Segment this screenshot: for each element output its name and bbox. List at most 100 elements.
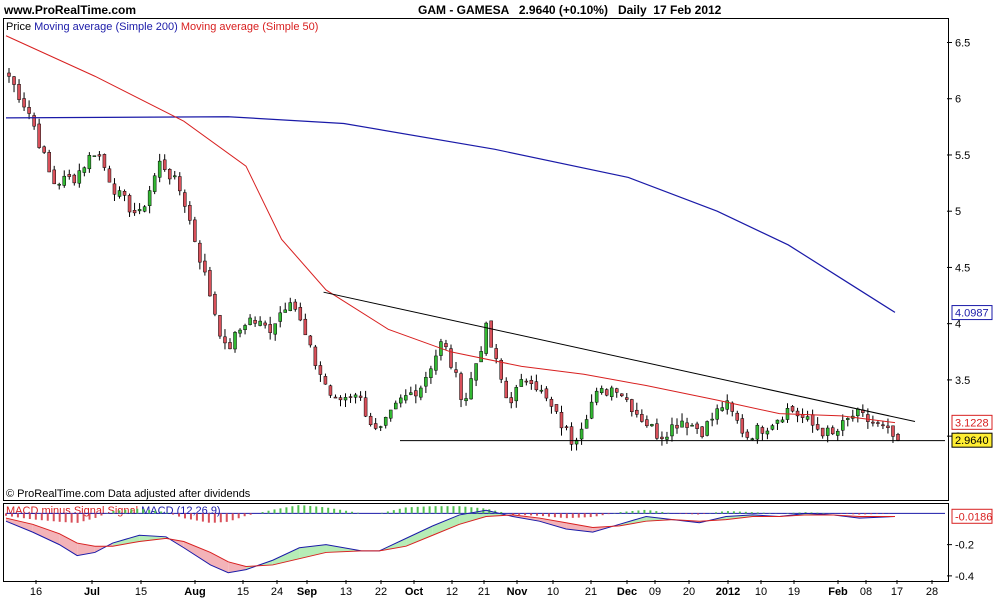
macd-hist-bar [470,507,473,514]
macd-hist-bar [112,510,115,514]
candle [599,385,604,395]
candle [223,329,227,350]
candle [178,172,182,196]
candle [891,425,895,443]
candle [323,373,328,385]
candle-body [896,433,900,441]
candle-body [469,378,473,400]
candle-body [102,154,107,168]
macd-hist-bar [58,513,61,522]
candle-body [258,320,262,326]
price-y-tick-label: 4 [955,319,961,331]
x-tick-label: Feb [828,586,848,598]
candle [454,361,458,378]
candle [378,425,383,432]
candle-body [534,381,539,391]
x-tick-label: 16 [30,586,42,598]
candle [313,344,318,370]
macd-hist-bar [386,511,389,514]
macd-fill [210,552,229,573]
candle-body [42,146,46,153]
candle [705,420,709,437]
macd-hist-bar [631,510,634,514]
macd-fill [539,518,567,529]
candle [851,409,855,422]
candle-body [735,412,740,421]
candle-body [745,431,750,438]
candle-body [589,401,594,419]
candle [82,166,87,177]
candle-body [720,407,724,411]
candle-body [404,395,408,401]
candle [876,420,880,427]
candle [660,431,664,446]
candle-body [614,388,619,393]
candle [805,410,810,422]
candle-body [178,176,182,192]
candle-body [273,323,277,335]
macd-hist-bar [22,513,25,519]
candle [37,118,41,149]
macd-fill [432,514,460,536]
candle [620,393,624,398]
candle-body [424,377,428,387]
candle [524,378,529,386]
candle [625,392,629,403]
macd-line-legend: MACD (12,26,9) [141,505,221,517]
candle-body [238,329,242,334]
price-y-tick-label: 6.5 [955,37,970,49]
candle [529,375,534,390]
axes: 6.565.554.543.534.09873.12282.9640-0.2-0… [30,37,993,598]
candle [72,173,77,186]
macd-fill [566,522,593,533]
candle [228,338,232,350]
macd-hist-bar [213,513,216,523]
candle [725,394,729,415]
candle [419,385,423,401]
candle-body [7,72,11,77]
candle [504,377,508,399]
candle-body [383,416,388,426]
macd-hist-bar [219,513,222,523]
candle [414,384,418,404]
macd-hist-bar [553,513,556,518]
macd-hist-bar [82,513,85,522]
candle [710,412,714,427]
macd-signal-legend: Signal [107,505,139,517]
candle-body [278,312,282,322]
candle-body [770,425,775,430]
candle-body [514,387,519,402]
candle [469,371,473,400]
candle [444,339,448,350]
macd-hist-bar [589,513,592,518]
macd-hist-bar [118,510,121,514]
candle [650,423,654,427]
macd-hist-bar [422,506,425,514]
candle-body [353,394,358,398]
candle-body [243,325,247,331]
candle-body [388,409,393,419]
ma200-badge: 4.0987 [955,308,989,320]
candle [434,349,438,375]
candle-body [208,270,212,297]
candle-body [82,167,87,173]
macd-hist-bar [64,513,67,523]
candle [775,419,780,430]
macd-hist-bar [685,513,688,514]
macd-hist-bar [870,513,873,515]
candle-body [283,309,287,313]
macd-badge: -0.0186 [955,511,992,523]
candle [353,392,358,404]
candle [188,201,192,225]
macd-hist-bar [446,506,449,514]
candle [780,416,785,423]
macd-hist-bar [876,513,879,514]
macd-fill [112,535,140,547]
x-tick-label: 17 [891,586,903,598]
candle-body [373,423,378,429]
candle-body [650,424,654,427]
macd-hist-bar [744,511,747,514]
candle [303,313,308,336]
macd-hist-bar [166,512,169,514]
